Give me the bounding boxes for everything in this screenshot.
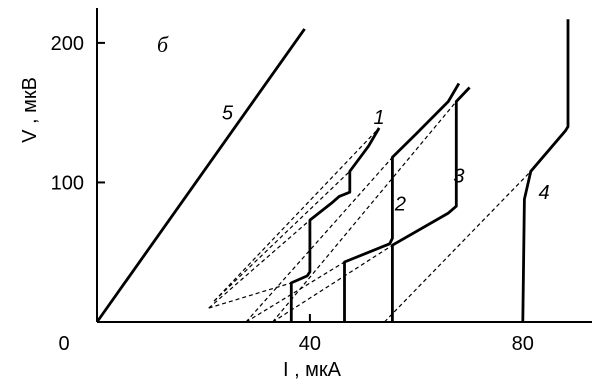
x-tick-label: 0: [58, 333, 69, 355]
x-axis-label: I , мкА: [283, 359, 342, 381]
curve-2-label: 2: [394, 193, 406, 215]
y-tick-label: 200: [51, 33, 84, 55]
curve-4: [521, 19, 570, 323]
panel-label: б: [157, 32, 169, 57]
curve-5: [95, 28, 306, 323]
curve-1-dashed-line: [213, 170, 351, 302]
curve-2-dashed-line: [245, 156, 393, 323]
axes: 0 40 80 100 200: [51, 8, 592, 355]
curve-3-dashed-line: [272, 101, 457, 323]
curve-3: [390, 86, 471, 322]
curve-2: [343, 82, 461, 322]
curve-1-dashed-line: [208, 219, 311, 309]
y-tick-label: 100: [51, 172, 84, 194]
dashed-lines: [208, 101, 532, 323]
curve-4-label: 4: [539, 182, 550, 204]
y-axis-label: V , мкВ: [19, 77, 41, 143]
curve-1: [289, 127, 381, 322]
curve-1-label: 1: [374, 107, 385, 129]
labels: б I , мкА V , мкВ 1 2 3 4 5: [19, 32, 550, 381]
x-tick-label: 40: [299, 333, 321, 355]
curve-5-label: 5: [222, 103, 234, 125]
curve-1-dashed-line: [208, 282, 292, 309]
curves: [95, 19, 570, 323]
curve-1-dashed-line: [213, 127, 380, 302]
curve-4-dashed-line: [383, 170, 532, 323]
curve-2-dashed-line: [245, 261, 345, 323]
x-tick-label: 80: [512, 333, 534, 355]
curve-3-label: 3: [453, 165, 464, 187]
